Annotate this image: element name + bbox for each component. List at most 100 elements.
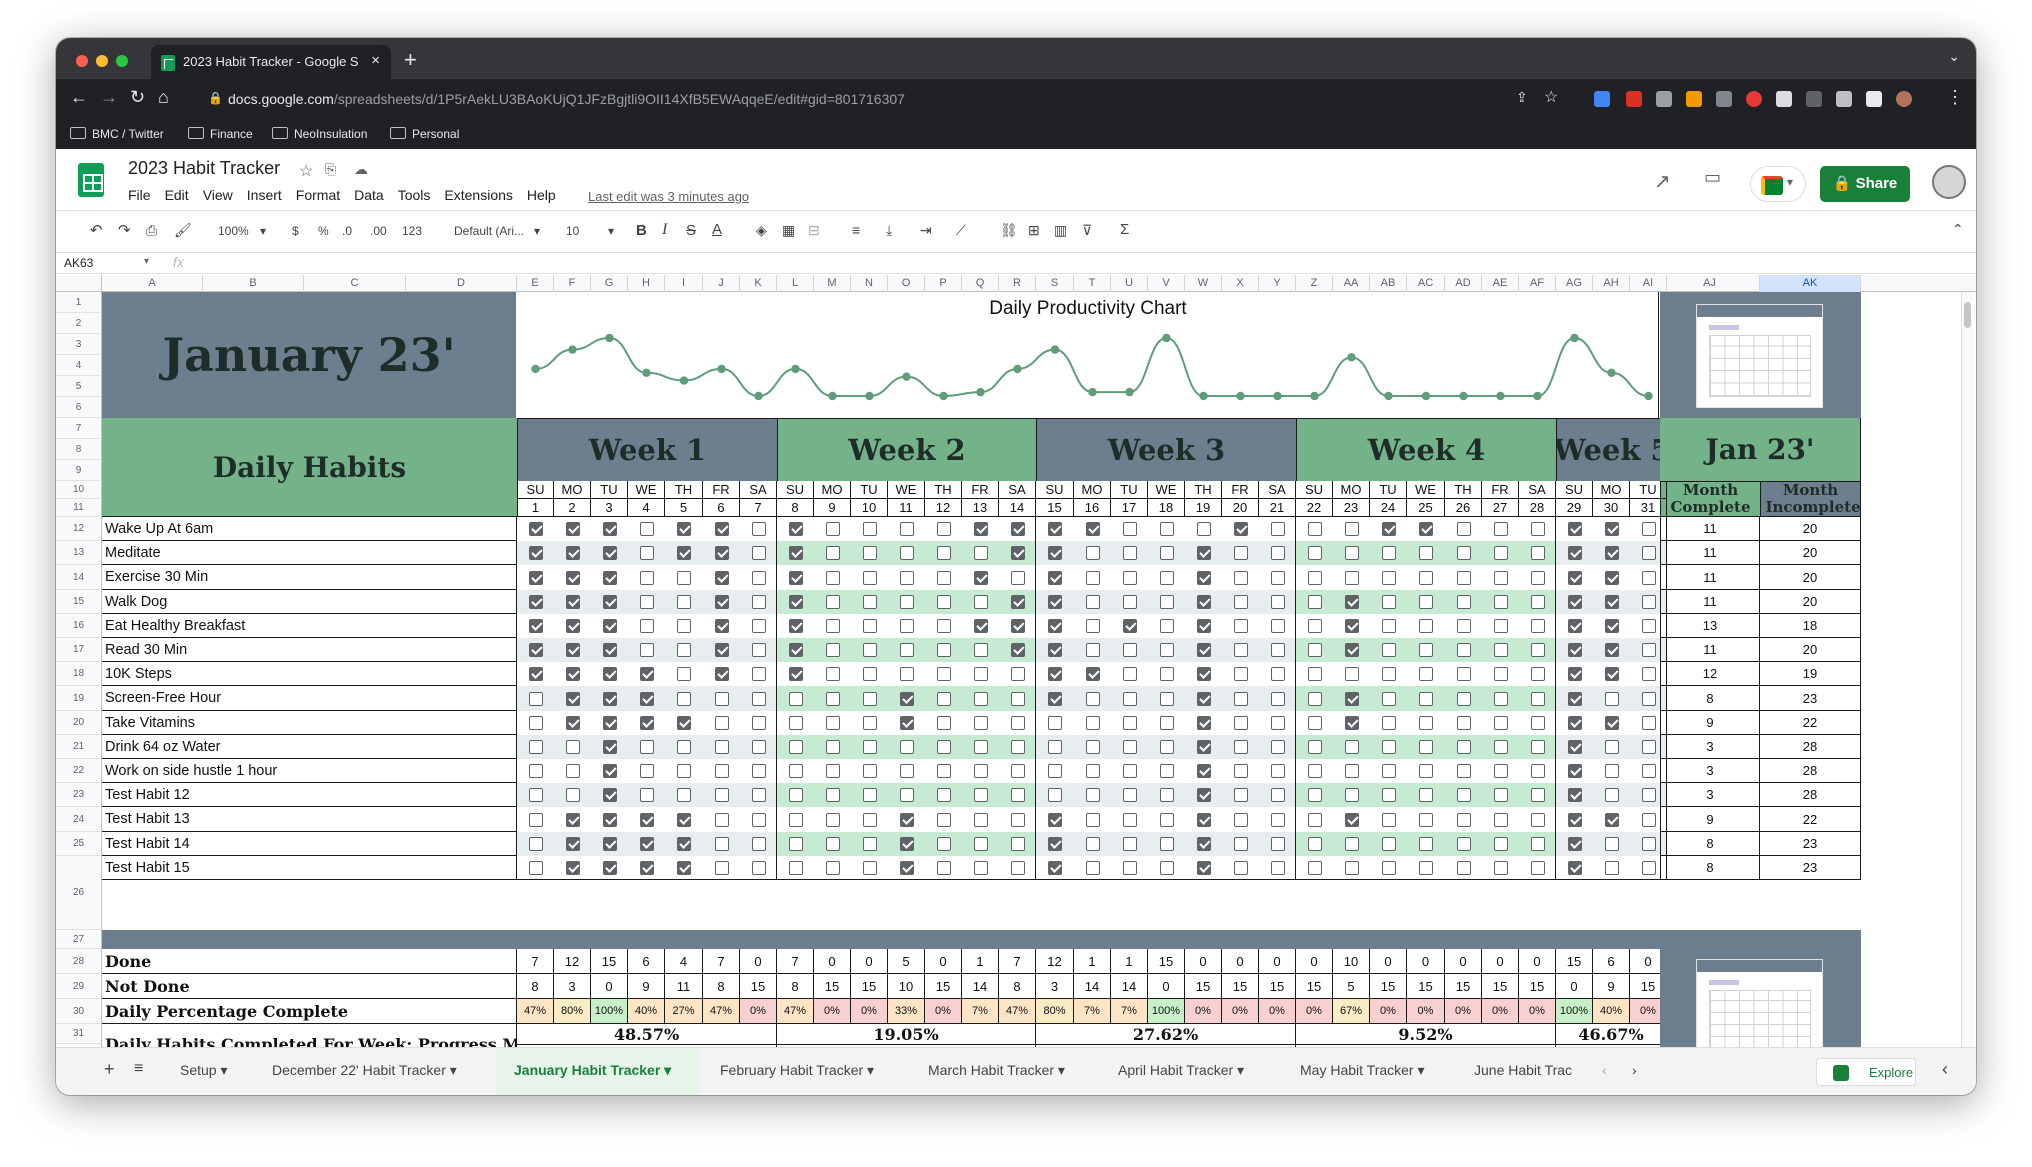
- habit-checkbox[interactable]: [1419, 619, 1433, 633]
- habit-checkbox[interactable]: [1605, 571, 1619, 585]
- habit-checkbox[interactable]: [1197, 667, 1211, 681]
- habit-checkbox[interactable]: [1642, 522, 1656, 536]
- habit-checkbox[interactable]: [640, 837, 654, 851]
- habit-checkbox[interactable]: [1048, 813, 1062, 827]
- habit-checkbox[interactable]: [1123, 813, 1137, 827]
- habit-checkbox[interactable]: [1086, 837, 1100, 851]
- done-count-cell[interactable]: 1: [962, 949, 999, 974]
- sheet-tab-february[interactable]: February Habit Tracker ▾: [720, 1062, 875, 1078]
- habit-checkbox[interactable]: [1457, 571, 1471, 585]
- habit-checkbox[interactable]: [1642, 740, 1656, 754]
- daily-pct-cell[interactable]: 7%: [1074, 999, 1111, 1024]
- extensions-puzzle-icon[interactable]: [1836, 91, 1852, 107]
- paint-format-icon[interactable]: 🖌: [174, 222, 192, 238]
- not-done-count-cell[interactable]: 15: [1185, 974, 1222, 999]
- habit-checkbox[interactable]: [752, 522, 766, 536]
- habit-checkbox[interactable]: [1160, 837, 1174, 851]
- daily-pct-cell[interactable]: 0%: [1482, 999, 1519, 1024]
- column-header-a[interactable]: A: [102, 275, 203, 292]
- habit-checkbox[interactable]: [566, 837, 580, 851]
- habit-checkbox[interactable]: [603, 522, 617, 536]
- day-name-cell[interactable]: TH: [925, 481, 962, 499]
- habit-checkbox[interactable]: [1123, 643, 1137, 657]
- month-incomplete-value[interactable]: 18: [1760, 614, 1861, 638]
- habit-checkbox[interactable]: [1568, 619, 1582, 633]
- habit-checkbox[interactable]: [1123, 595, 1137, 609]
- horizontal-align-icon[interactable]: ≡: [852, 222, 861, 238]
- row-header-12[interactable]: 12: [56, 517, 102, 541]
- done-count-cell[interactable]: 0: [1370, 949, 1407, 974]
- day-name-cell[interactable]: MO: [1074, 481, 1111, 499]
- habit-checkbox[interactable]: [937, 861, 951, 875]
- habit-checkbox[interactable]: [1568, 740, 1582, 754]
- day-name-cell[interactable]: TU: [591, 481, 628, 499]
- extension-7-icon[interactable]: [1806, 91, 1822, 107]
- habit-checkbox[interactable]: [1605, 546, 1619, 560]
- day-number-cell[interactable]: 17: [1111, 499, 1148, 517]
- habit-checkbox[interactable]: [1234, 813, 1248, 827]
- habit-checkbox[interactable]: [1382, 595, 1396, 609]
- comments-icon[interactable]: ▭: [1704, 167, 1722, 187]
- day-name-cell[interactable]: WE: [1148, 481, 1185, 499]
- habit-checkbox[interactable]: [1345, 522, 1359, 536]
- habit-checkbox[interactable]: [529, 643, 543, 657]
- day-number-cell[interactable]: 9: [814, 499, 851, 517]
- column-header-p[interactable]: P: [925, 275, 962, 292]
- habit-checkbox[interactable]: [1011, 522, 1025, 536]
- habit-checkbox[interactable]: [863, 861, 877, 875]
- habit-checkbox[interactable]: [789, 595, 803, 609]
- day-number-cell[interactable]: 11: [888, 499, 925, 517]
- habit-checkbox[interactable]: [789, 837, 803, 851]
- habit-checkbox[interactable]: [529, 667, 543, 681]
- habit-checkbox[interactable]: [1531, 716, 1545, 730]
- bookmark-star-icon[interactable]: ☆: [1544, 89, 1559, 106]
- habit-checkbox[interactable]: [863, 764, 877, 778]
- habit-checkbox[interactable]: [715, 861, 729, 875]
- habit-checkbox[interactable]: [752, 716, 766, 730]
- habit-checkbox[interactable]: [640, 788, 654, 802]
- habit-checkbox[interactable]: [1011, 861, 1025, 875]
- menu-help[interactable]: Help: [526, 187, 556, 203]
- habit-checkbox[interactable]: [1642, 692, 1656, 706]
- habit-checkbox[interactable]: [677, 643, 691, 657]
- column-header-ag[interactable]: AG: [1556, 275, 1593, 292]
- done-count-cell[interactable]: 4: [665, 949, 703, 974]
- currency-format-button[interactable]: $: [292, 224, 299, 238]
- done-count-cell[interactable]: 0: [814, 949, 851, 974]
- habit-checkbox[interactable]: [1642, 861, 1656, 875]
- habit-checkbox[interactable]: [1345, 716, 1359, 730]
- month-complete-value[interactable]: 11: [1660, 638, 1760, 662]
- habit-checkbox[interactable]: [1642, 619, 1656, 633]
- habit-checkbox[interactable]: [603, 788, 617, 802]
- habit-checkbox[interactable]: [752, 861, 766, 875]
- habit-checkbox[interactable]: [974, 692, 988, 706]
- daily-pct-cell[interactable]: 7%: [962, 999, 999, 1024]
- day-number-cell[interactable]: 1: [517, 499, 554, 517]
- day-name-cell[interactable]: SU: [1296, 481, 1333, 499]
- habit-checkbox[interactable]: [1197, 788, 1211, 802]
- daily-pct-cell[interactable]: 0%: [1296, 999, 1333, 1024]
- daily-pct-cell[interactable]: 0%: [814, 999, 851, 1024]
- day-number-cell[interactable]: 28: [1519, 499, 1556, 517]
- habit-checkbox[interactable]: [1419, 692, 1433, 706]
- done-count-cell[interactable]: 0: [740, 949, 777, 974]
- month-incomplete-header[interactable]: Month Incomplete: [1760, 481, 1861, 517]
- extension-3-icon[interactable]: [1686, 91, 1702, 107]
- reload-icon[interactable]: ↻: [130, 87, 146, 107]
- habit-checkbox[interactable]: [1457, 643, 1471, 657]
- habit-checkbox[interactable]: [677, 837, 691, 851]
- habit-checkbox[interactable]: [566, 546, 580, 560]
- insert-link-icon[interactable]: ⛓: [1000, 222, 1018, 238]
- column-header-t[interactable]: T: [1074, 275, 1111, 292]
- habit-checkbox[interactable]: [1197, 571, 1211, 585]
- habit-checkbox[interactable]: [715, 692, 729, 706]
- habit-checkbox[interactable]: [1382, 692, 1396, 706]
- habit-checkbox[interactable]: [1494, 861, 1508, 875]
- habit-checkbox[interactable]: [603, 619, 617, 633]
- share-button[interactable]: 🔒 Share: [1820, 166, 1910, 202]
- day-number-cell[interactable]: 3: [591, 499, 628, 517]
- habit-checkbox[interactable]: [1048, 546, 1062, 560]
- habit-checkbox[interactable]: [677, 571, 691, 585]
- row-header-9[interactable]: 9: [56, 460, 102, 481]
- day-name-cell[interactable]: WE: [1407, 481, 1445, 499]
